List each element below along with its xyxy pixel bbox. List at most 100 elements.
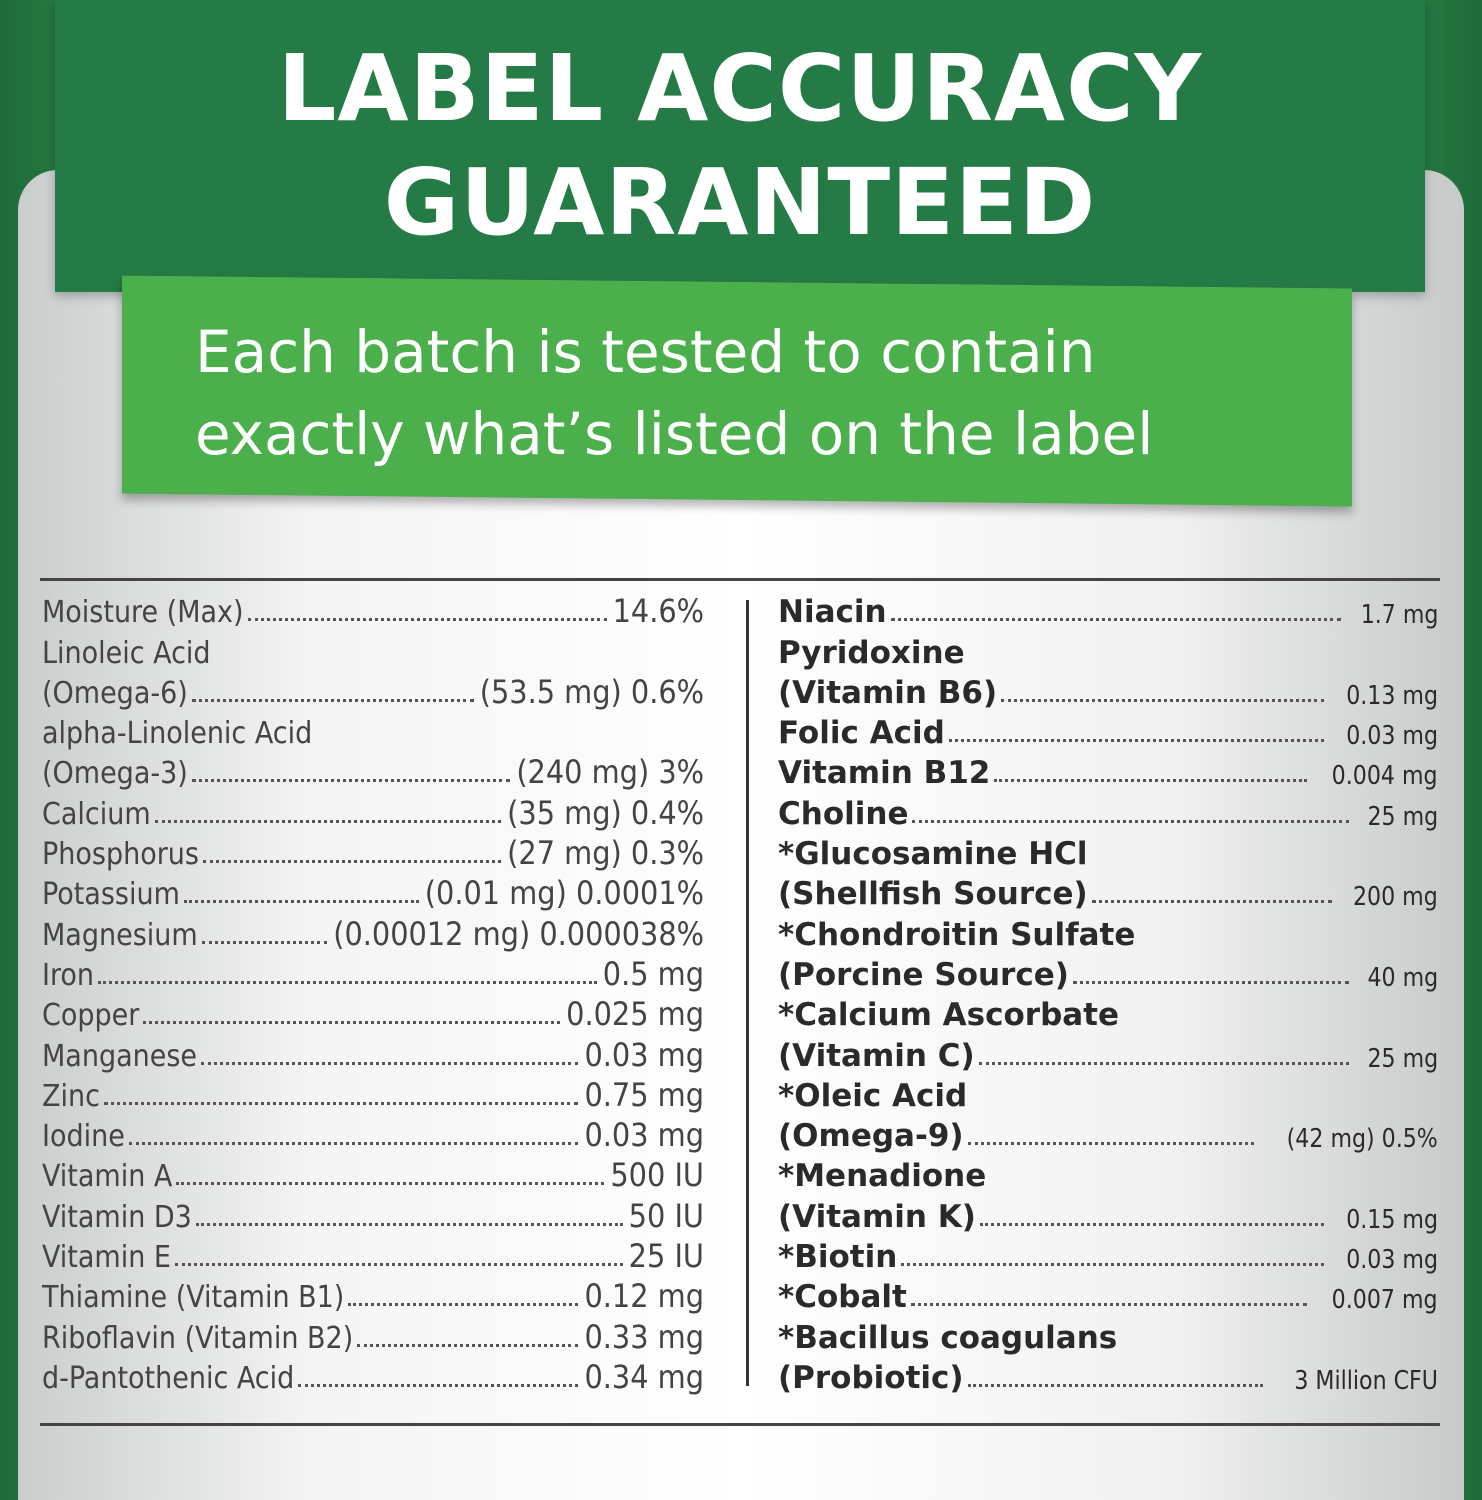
nutrient-row: Vitamin E 25 IU [42,1235,704,1275]
title-line: GUARANTEED [383,149,1097,256]
nutrient-row: d-Pantothenic Acid 0.34 mg [42,1356,704,1396]
nutrient-row: Potassium (0.01 mg) 0.0001% [42,872,704,912]
nutrient-amount: (35 mg) 0.4% [507,793,704,832]
nutrient-name: Vitamin B12 [778,755,991,792]
left-column: Moisture (Max) 14.6% Linoleic Acid (Omega-6… [42,590,704,1396]
nutrient-row: (Porcine Source) 40 mg [778,953,1438,993]
nutrient-amount: 25 IU [628,1237,704,1276]
nutrient-name: Pyridoxine [778,634,965,671]
nutrient-row: Manganese 0.03 mg [42,1033,704,1074]
dot-leader [183,900,419,904]
nutrient-amount: 0.33 mg [584,1317,704,1356]
nutrient-row: (Omega-6) (53.5 mg) 0.6% [42,671,704,711]
nutrient-name: Phosphorus [42,837,199,873]
nutrient-name: Copper [42,998,140,1034]
nutrient-name: Linoleic Acid [42,635,211,671]
nutrient-name: *Glucosamine HCl [778,836,1088,873]
nutrient-row: *Chondroitin Sulfate [778,912,1438,953]
dot-leader [195,1222,623,1226]
nutrient-amount: 25 mg [1367,801,1438,832]
nutrient-row: Iodine 0.03 mg [42,1114,704,1154]
nutrient-row: Copper 0.025 mg [42,993,704,1033]
nutrient-row: (Vitamin B6) 0.13 mg [778,671,1438,711]
nutrient-name: Choline [778,795,909,832]
nutrient-row: Niacin 1.7 mg [778,590,1438,630]
nutrient-name: Potassium [42,877,180,913]
nutrient-name: Iron [42,957,95,993]
dot-leader [1091,900,1333,904]
dot-leader [1072,980,1349,984]
nutrient-row: Calcium (35 mg) 0.4% [42,791,704,832]
dot-leader [948,739,1324,743]
nutrient-row: (Vitamin K) 0.15 mg [778,1194,1438,1235]
nutrient-name: Vitamin E [42,1240,171,1276]
dot-leader [994,779,1308,783]
dot-leader [348,1303,579,1307]
nutrient-name: Vitamin A [42,1159,173,1195]
nutrient-row: Linoleic Acid [42,630,704,671]
nutrient-amount: 0.03 mg [584,1116,704,1155]
nutrient-row: *Biotin 0.03 mg [778,1235,1438,1275]
nutrient-name: Iodine [42,1119,125,1155]
dot-leader [174,1263,623,1267]
nutrient-name: Zinc [42,1078,100,1114]
nutrient-name: *Bacillus coagulans [778,1319,1118,1356]
nutrient-row: Vitamin D3 50 IU [42,1194,704,1235]
nutrient-amount: 25 mg [1367,1043,1438,1074]
nutrient-name: (Probiotic) [778,1359,964,1396]
dot-leader [98,980,597,984]
nutrient-amount: 0.007 mg [1332,1285,1438,1316]
nutrient-amount: (53.5 mg) 0.6% [479,672,704,711]
dot-leader [1001,698,1324,702]
nutrient-row: Folic Acid 0.03 mg [778,711,1438,751]
nutrient-name: (Vitamin B6) [778,674,998,711]
dot-leader [247,618,607,622]
nutrient-row: *Glucosamine HCl [778,832,1438,872]
nutrient-amount: 0.004 mg [1332,761,1438,792]
nutrient-name: *Menadione [778,1158,987,1195]
nutrient-row: (Probiotic) 3 Million CFU [778,1356,1438,1396]
nutrient-row: Choline 25 mg [778,791,1438,832]
subtitle-line: Each batch is tested to contain [195,318,1096,386]
nutrient-row: *Menadione [778,1154,1438,1194]
nutrient-row: (Vitamin C) 25 mg [778,1033,1438,1074]
nutrient-amount: (240 mg) 3% [516,753,704,792]
nutrient-amount: 0.34 mg [584,1357,704,1396]
nutrient-row: Magnesium (0.00012 mg) 0.000038% [42,912,704,953]
nutrient-row: Thiamine (Vitamin B1) 0.12 mg [42,1275,704,1315]
nutrient-name: Calcium [42,796,151,832]
nutrient-name: Riboflavin (Vitamin B2) [42,1320,354,1356]
nutrient-amount: (42 mg) 0.5% [1286,1124,1438,1155]
nutrient-name: (Omega-6) [42,675,188,711]
dot-leader [901,1263,1324,1267]
dot-leader [967,1383,1264,1387]
nutrient-amount: 3 Million CFU [1294,1365,1438,1396]
nutrient-amount: 0.15 mg [1346,1204,1438,1235]
nutrient-row: *Bacillus coagulans [778,1315,1438,1356]
nutrient-row: Moisture (Max) 14.6% [42,590,704,630]
dot-leader [979,1222,1324,1226]
nutrient-amount: 200 mg [1353,882,1438,913]
dot-leader [191,779,511,783]
nutrient-frame [40,578,1440,1426]
nutrient-amount: (27 mg) 0.3% [507,834,704,873]
nutrient-row: (Omega-9) (42 mg) 0.5% [778,1114,1438,1154]
dot-leader [201,1061,579,1065]
nutrient-row: Phosphorus (27 mg) 0.3% [42,832,704,872]
nutrient-name: (Vitamin C) [778,1037,975,1074]
nutrient-row: *Cobalt 0.007 mg [778,1275,1438,1315]
dot-leader [978,1061,1349,1065]
title-line: LABEL ACCURACY [277,35,1203,142]
nutrient-name: alpha-Linolenic Acid [42,716,313,752]
nutrient-amount: 0.13 mg [1346,680,1438,711]
dot-leader [202,860,502,864]
nutrient-name: *Calcium Ascorbate [778,997,1120,1034]
nutrient-row: (Shellfish Source) 200 mg [778,872,1438,912]
nutrient-name: d-Pantothenic Acid [42,1360,295,1396]
dot-leader [143,1021,561,1025]
nutrient-amount: 0.03 mg [584,1035,704,1074]
nutrient-amount: 40 mg [1367,962,1438,993]
dot-leader [154,819,502,823]
dot-leader [201,940,328,944]
